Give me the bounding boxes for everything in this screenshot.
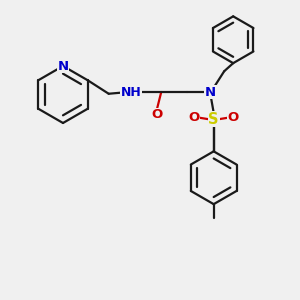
Text: N: N — [205, 86, 216, 99]
Text: O: O — [228, 111, 239, 124]
Text: O: O — [189, 111, 200, 124]
Text: S: S — [208, 112, 219, 127]
Text: NH: NH — [121, 86, 142, 99]
Text: N: N — [57, 59, 69, 73]
Text: O: O — [151, 108, 162, 121]
